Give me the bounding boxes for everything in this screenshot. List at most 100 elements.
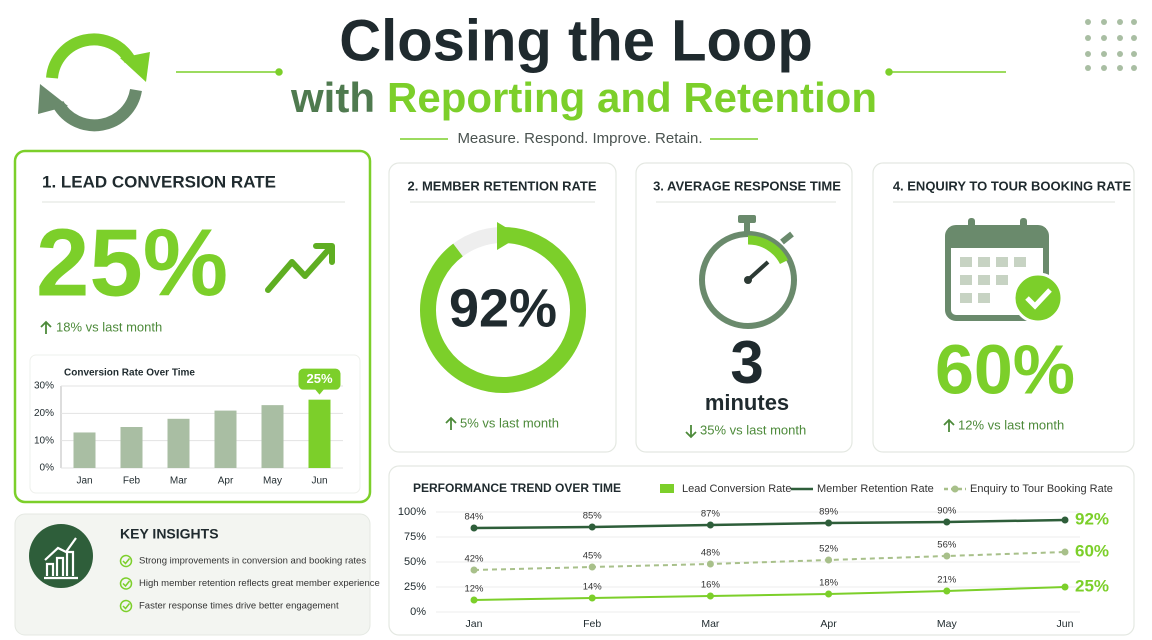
value-label: 60%: [1075, 541, 1109, 560]
point: [588, 523, 596, 531]
insights-card: [14, 513, 371, 636]
value-label: 52%: [819, 544, 839, 555]
check-mark: [122, 558, 131, 565]
card-title: 1. LEAD CONVERSION RATE: [42, 172, 276, 191]
value-label: 16%: [701, 580, 721, 591]
legend-swatch: [660, 484, 674, 493]
value-label: 48%: [701, 548, 721, 559]
point: [825, 519, 833, 527]
value-label: 87%: [701, 509, 721, 520]
value-label: 25%: [306, 371, 332, 386]
point: [706, 592, 714, 600]
chart-title: PERFORMANCE TREND OVER TIME: [413, 481, 621, 495]
card-value: 60%: [935, 330, 1075, 408]
value-label: 89%: [819, 507, 839, 518]
card-change: 35% vs last month: [700, 422, 806, 437]
value-label-badge: [298, 368, 341, 390]
value-label: 14%: [583, 582, 603, 593]
bar: [73, 432, 96, 468]
value-label: 18%: [819, 578, 839, 589]
card-value: 92%: [449, 278, 557, 338]
card-title: 2. MEMBER RETENTION RATE: [408, 178, 597, 193]
series-line: [473, 518, 1066, 530]
point: [1061, 516, 1069, 524]
point: [470, 524, 478, 532]
value-label: 84%: [464, 512, 484, 523]
x-tick-label: Jun: [1057, 618, 1074, 630]
check-icon: [119, 577, 133, 590]
subtitle-prefix: with: [290, 74, 375, 121]
insights-icon: [29, 524, 93, 588]
ring-arrow: [497, 222, 520, 250]
card-change: 5% vs last month: [460, 415, 559, 430]
value-label: 12%: [464, 584, 484, 595]
bar: [214, 410, 237, 468]
y-tick-label: 50%: [404, 556, 426, 568]
value-label: 90%: [937, 506, 957, 517]
decor-lines: [176, 68, 1006, 140]
y-tick-label: 100%: [398, 506, 426, 518]
x-tick-label: Apr: [820, 618, 837, 630]
point: [1061, 548, 1069, 556]
x-tick-label: Jun: [311, 476, 327, 487]
card-title: 4. ENQUIRY TO TOUR BOOKING RATE: [893, 178, 1132, 193]
x-tick-label: Feb: [583, 618, 601, 630]
insights-title: KEY INSIGHTS: [120, 526, 219, 542]
y-tick-label: 0%: [410, 606, 426, 618]
ring: [420, 227, 586, 393]
x-tick-label: Jan: [76, 476, 92, 487]
point: [470, 596, 478, 604]
legend-label: Member Retention Rate: [817, 483, 934, 495]
card: [388, 162, 617, 453]
page-title: Closing the Loop: [339, 8, 813, 73]
value-label: 25%: [1075, 576, 1109, 595]
value-label: 42%: [464, 554, 484, 565]
x-tick-label: May: [937, 618, 958, 630]
value-label: 92%: [1075, 509, 1109, 528]
x-tick-label: Jan: [466, 618, 483, 630]
bar: [261, 405, 284, 468]
x-tick-label: Mar: [170, 476, 188, 487]
arrow-up: [40, 320, 52, 334]
card-change: 18% vs last month: [56, 319, 162, 334]
tagline: Measure. Respond. Improve. Retain.: [457, 130, 702, 147]
y-tick-label: 30%: [34, 381, 54, 392]
y-tick-label: 20%: [34, 408, 54, 419]
y-tick-label: 0%: [40, 463, 55, 474]
x-tick-label: Apr: [218, 476, 234, 487]
card-value: 3: [730, 329, 763, 396]
y-tick-label: 75%: [404, 531, 426, 543]
point: [470, 566, 478, 574]
point: [706, 560, 714, 568]
arrow-up: [445, 416, 457, 430]
check-mark: [122, 603, 131, 610]
point: [943, 587, 951, 595]
insights-chart-icon: [44, 537, 78, 580]
y-tick-label: 25%: [404, 581, 426, 593]
trend-icon: [265, 243, 335, 293]
point: [588, 563, 596, 571]
x-tick-label: May: [263, 476, 282, 487]
value-label: 45%: [583, 551, 603, 562]
bar: [120, 427, 143, 468]
insight-item: Faster response times drive better engag…: [139, 601, 339, 612]
insight-item: High member retention reflects great mem…: [139, 578, 380, 589]
arrow-down: [685, 425, 697, 439]
card-unit: minutes: [705, 390, 789, 415]
legend-label: Enquiry to Tour Booking Rate: [970, 483, 1113, 495]
point: [825, 556, 833, 564]
legend-label: Lead Conversion Rate: [682, 483, 791, 495]
x-tick-label: Feb: [123, 476, 141, 487]
dot-grid: [1085, 19, 1137, 71]
card-value: 25%: [36, 209, 228, 316]
value-label: 85%: [583, 511, 603, 522]
y-tick-label: 10%: [34, 435, 54, 446]
card-change: 12% vs last month: [958, 417, 1064, 432]
point: [588, 594, 596, 602]
check-mark: [122, 580, 131, 588]
point: [943, 552, 951, 560]
value-label: 56%: [937, 540, 957, 551]
bar: [308, 399, 331, 468]
insights-list: Strong improvements in conversion and bo…: [119, 554, 380, 613]
